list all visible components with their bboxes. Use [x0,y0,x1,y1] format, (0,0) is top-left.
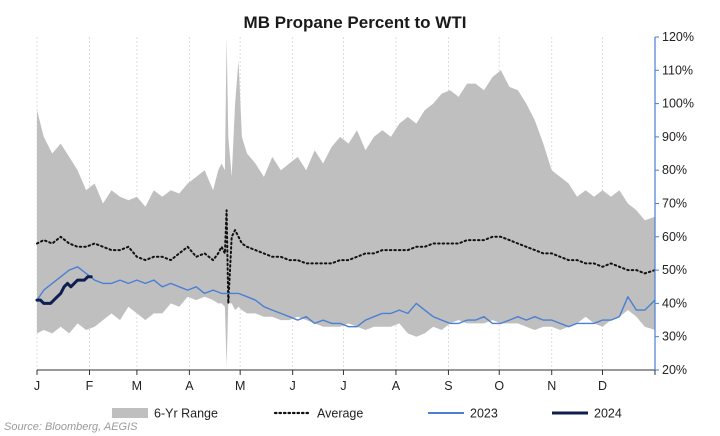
legend-entry-0: 6-Yr Range [112,407,218,421]
x-tick-label-5: J [290,379,296,393]
y-tick-label-8: 100% [662,97,694,111]
y-tick-label-10: 120% [662,30,694,44]
y-tick-label-7: 90% [662,130,687,144]
range-band-layer [37,37,655,367]
legend: 6-Yr Range Average 2023 2024 [112,407,622,421]
series-line-2023 [36,266,656,328]
x-tick-label-8: S [444,379,452,393]
legend-entry-1: Average [273,407,363,421]
x-tick-label-7: A [392,379,401,393]
series-lines-layer [35,209,656,328]
chart-title: MB Propane Percent to WTI [244,13,467,32]
x-tick-label-4: M [235,379,245,393]
legend-label-3: 2024 [594,407,622,421]
legend-label-2: 2023 [470,407,498,421]
y-tick-label-2: 40% [662,296,687,310]
x-tick-label-6: J [340,379,346,393]
x-tick-label-10: N [547,379,556,393]
x-tick-label-11: D [598,379,607,393]
source-note: Source: Bloomberg, AEGIS [4,421,138,433]
x-tick-label-2: M [132,379,142,393]
legend-entry-2: 2023 [428,407,498,421]
y-tick-label-6: 80% [662,163,687,177]
y-axis-ticks: 20% 30% 40% 50% 60% 70% 80% 90% 100% 110% 120% [655,30,694,377]
legend-label-0: 6-Yr Range [154,407,218,421]
y-tick-label-3: 50% [662,263,687,277]
y-tick-label-0: 20% [662,363,687,377]
x-tick-label-0: J [34,379,40,393]
series-range-band [37,37,655,367]
y-tick-label-1: 30% [662,330,687,344]
legend-label-1: Average [317,407,363,421]
x-tick-label-9: O [494,379,504,393]
y-tick-label-5: 70% [662,197,687,211]
y-tick-label-4: 60% [662,230,687,244]
legend-entry-3: 2024 [552,407,622,421]
legend-swatch-band [112,408,148,418]
series-line-2024 [35,275,93,305]
y-tick-label-9: 110% [662,63,693,77]
x-tick-label-1: F [86,379,94,393]
x-tick-label-3: A [185,379,194,393]
series-line-average [36,209,656,305]
